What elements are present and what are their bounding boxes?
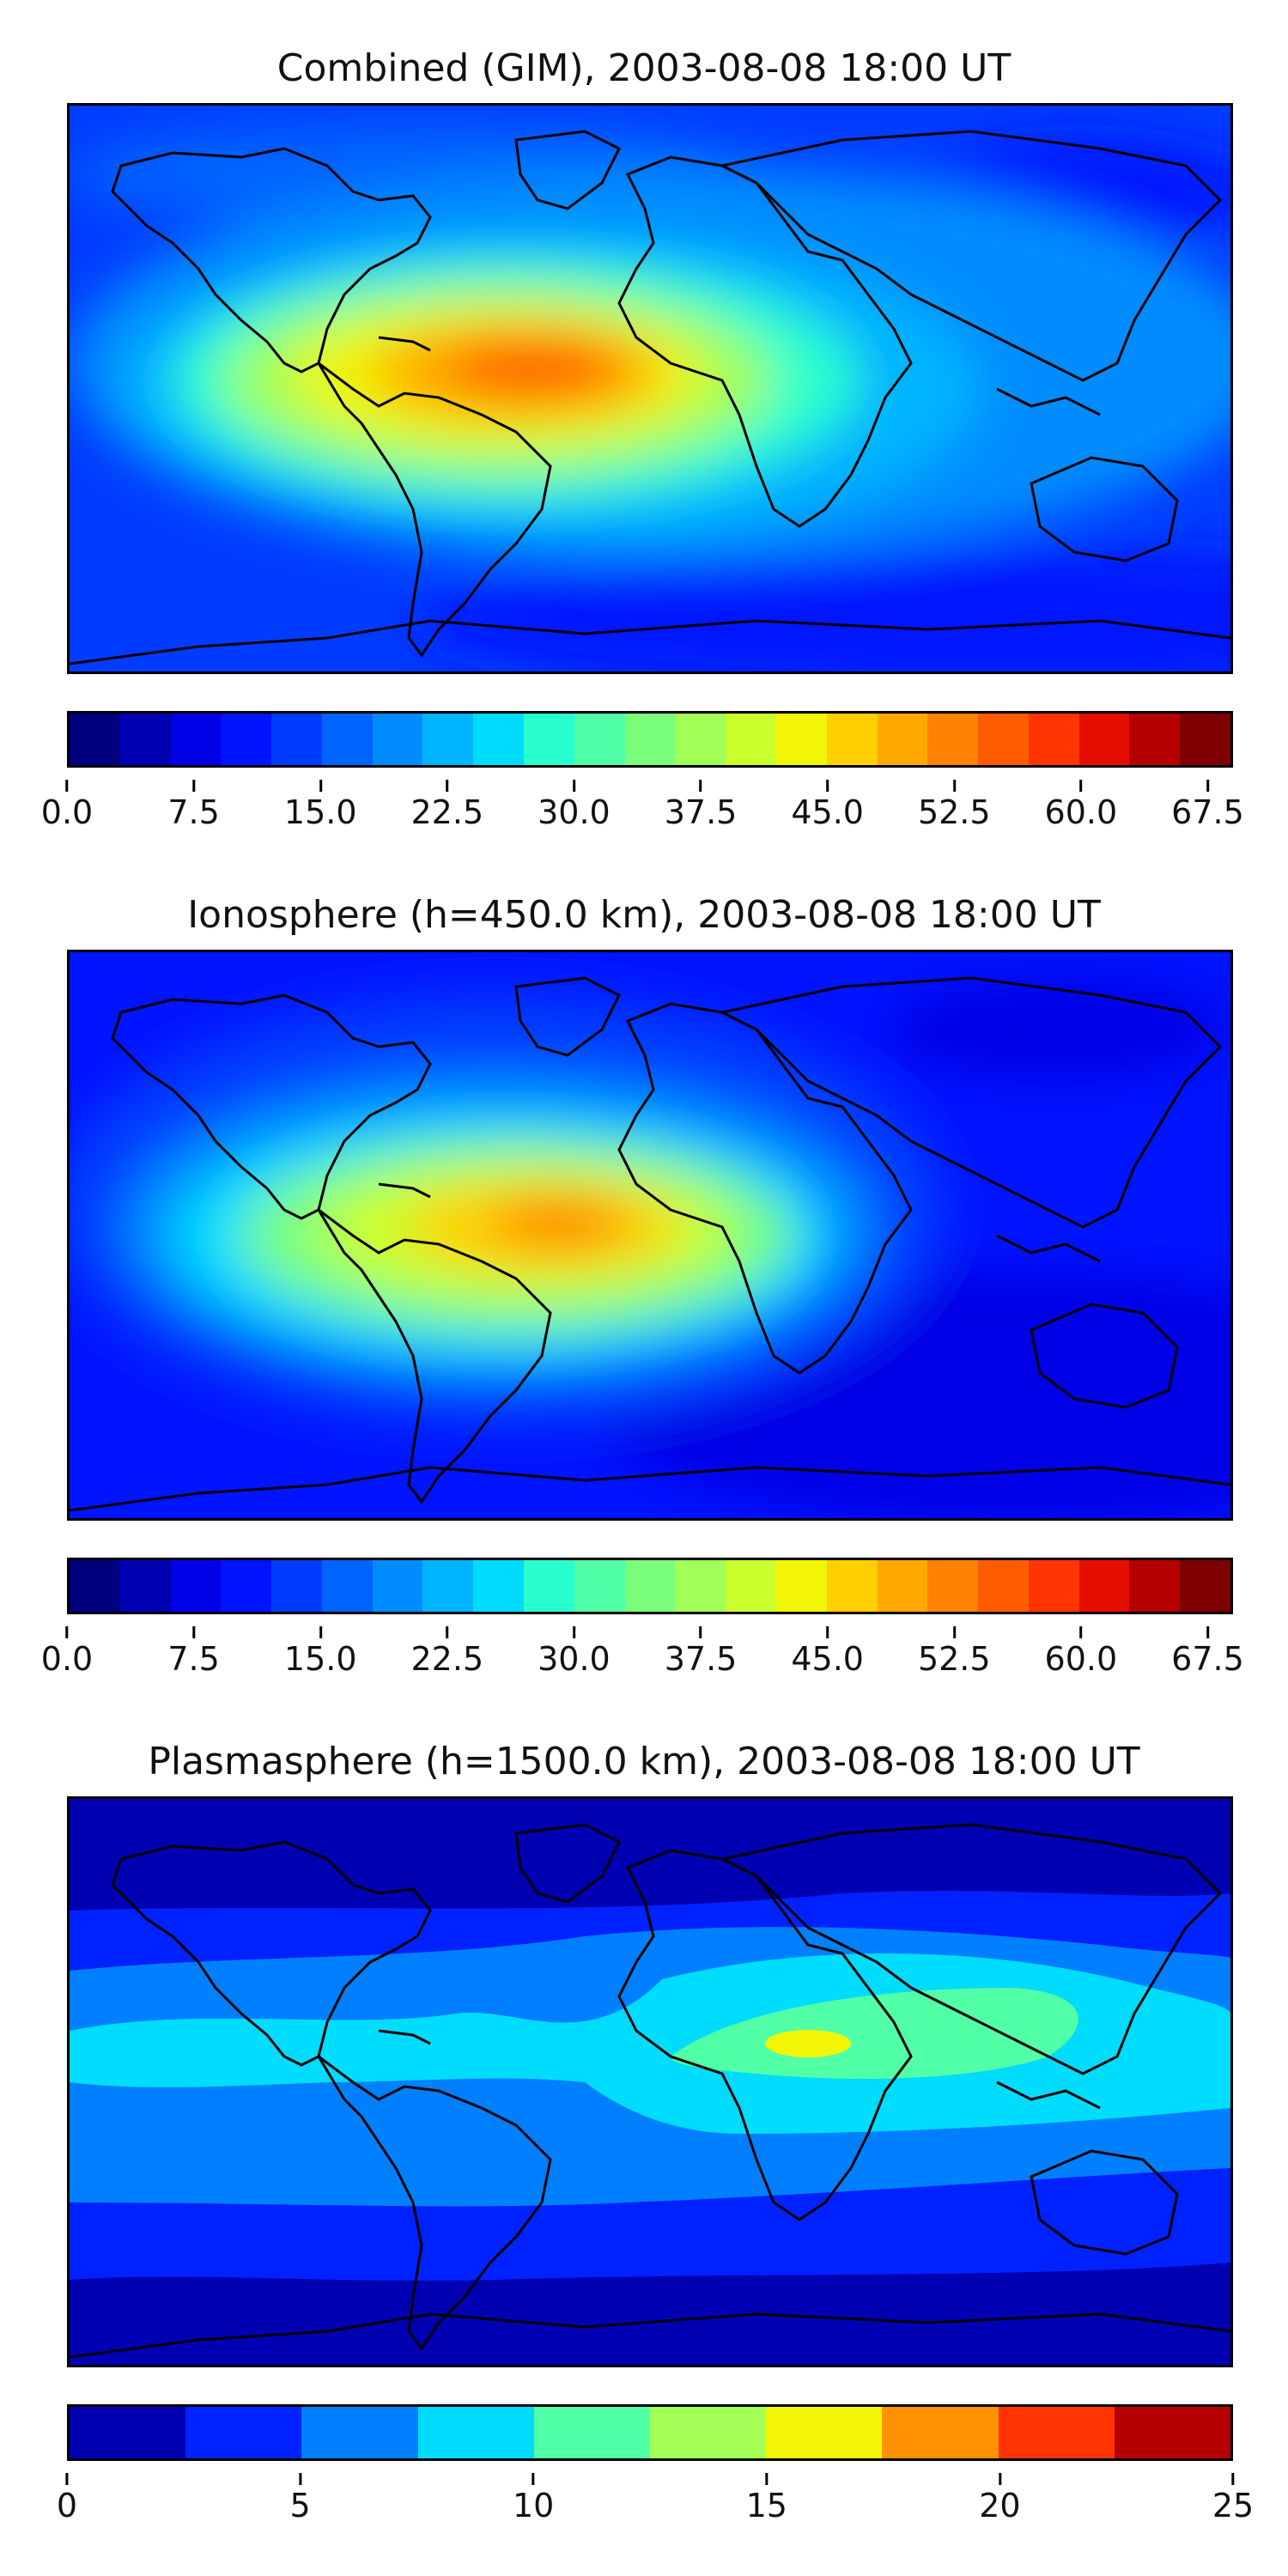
colorbar-tick-label: 22.5 bbox=[410, 793, 484, 831]
colorbar-tick-label: 15 bbox=[745, 2487, 787, 2524]
colorbar-segment bbox=[119, 1560, 171, 1612]
panel1-colorbar bbox=[67, 711, 1233, 768]
panel3-map bbox=[67, 1796, 1233, 2367]
colorbar-segment bbox=[70, 2407, 186, 2458]
colorbar-tick-label: 7.5 bbox=[167, 793, 220, 831]
colorbar-tick-label: 60.0 bbox=[1044, 793, 1118, 831]
colorbar-tick-label: 0.0 bbox=[40, 793, 94, 831]
colorbar-segment bbox=[271, 714, 322, 765]
colorbar-segment bbox=[766, 2407, 883, 2458]
panel3-title: Plasmasphere (h=1500.0 km), 2003-08-08 1… bbox=[148, 1740, 1140, 1783]
colorbar-segment bbox=[70, 1560, 120, 1612]
panel2-colorbar bbox=[67, 1558, 1233, 1614]
colorbar-segment bbox=[524, 714, 574, 765]
colorbar-segment bbox=[675, 1560, 726, 1612]
colorbar-segment bbox=[473, 714, 525, 765]
colorbar-segment bbox=[524, 1560, 574, 1612]
colorbar-segment bbox=[422, 714, 474, 765]
colorbar-tick-label: 5 bbox=[289, 2487, 311, 2524]
colorbar-segment bbox=[877, 714, 928, 765]
colorbar-segment bbox=[978, 714, 1029, 765]
colorbar-tick-label: 30.0 bbox=[538, 1640, 611, 1678]
colorbar-segment bbox=[998, 2407, 1115, 2458]
colorbar-tick-label: 15.0 bbox=[283, 793, 357, 831]
colorbar-tick-label: 52.5 bbox=[917, 793, 991, 831]
colorbar-segment bbox=[775, 714, 827, 765]
colorbar-segment bbox=[1078, 1560, 1130, 1612]
colorbar-segment bbox=[185, 2407, 302, 2458]
colorbar-segment bbox=[372, 1560, 423, 1612]
colorbar-tick-label: 25 bbox=[1212, 2487, 1255, 2524]
colorbar-tick-label: 52.5 bbox=[917, 1640, 991, 1678]
colorbar-segment bbox=[321, 714, 373, 765]
panel2-colorbar-ticks: 0.0 7.5 15.0 22.5 30.0 37.5 45.0 52.5 60.0 67.5 bbox=[41, 1640, 1244, 1692]
colorbar-tick-label: 67.5 bbox=[1171, 793, 1244, 831]
colorbar-tick-label: 30.0 bbox=[538, 793, 611, 831]
panel1-colorbar-ticks: 0.0 7.5 15.0 22.5 30.0 37.5 45.0 52.5 60.0 67.5 bbox=[41, 793, 1244, 845]
colorbar-segment bbox=[170, 714, 222, 765]
colorbar-segment bbox=[1129, 1560, 1181, 1612]
colorbar-segment bbox=[221, 1560, 272, 1612]
colorbar-tick-label: 22.5 bbox=[410, 1640, 484, 1678]
colorbar-segment bbox=[726, 1560, 776, 1612]
colorbar-tick-label: 45.0 bbox=[791, 793, 864, 831]
colorbar-segment bbox=[775, 1560, 827, 1612]
colorbar-segment bbox=[927, 714, 979, 765]
colorbar-segment bbox=[574, 714, 625, 765]
colorbar-segment bbox=[417, 2407, 534, 2458]
colorbar-segment bbox=[372, 714, 423, 765]
colorbar-segment bbox=[574, 1560, 625, 1612]
panel3-colorbar-ticks: 0 5 10 15 20 25 bbox=[57, 2487, 1254, 2538]
colorbar-segment bbox=[726, 714, 776, 765]
colorbar-segment bbox=[826, 1560, 878, 1612]
colorbar-segment bbox=[624, 1560, 676, 1612]
colorbar-segment bbox=[650, 2407, 767, 2458]
colorbar-segment bbox=[624, 714, 676, 765]
colorbar-segment bbox=[826, 714, 878, 765]
colorbar-segment bbox=[1114, 2407, 1230, 2458]
colorbar-segment bbox=[422, 1560, 474, 1612]
colorbar-segment bbox=[473, 1560, 525, 1612]
colorbar-segment bbox=[1028, 714, 1079, 765]
colorbar-tick-label: 37.5 bbox=[664, 793, 738, 831]
colorbar-segment bbox=[1078, 714, 1130, 765]
panel1-title: Combined (GIM), 2003-08-08 18:00 UT bbox=[276, 46, 1012, 90]
colorbar-tick-label: 0 bbox=[56, 2487, 78, 2524]
colorbar-segment bbox=[882, 2407, 999, 2458]
colorbar-segment bbox=[321, 1560, 373, 1612]
colorbar-tick-label: 10 bbox=[513, 2487, 555, 2524]
colorbar-segment bbox=[271, 1560, 322, 1612]
colorbar-tick-label: 0.0 bbox=[40, 1640, 94, 1678]
colorbar-segment bbox=[70, 714, 120, 765]
colorbar-tick-label: 45.0 bbox=[791, 1640, 864, 1678]
colorbar-tick-label: 67.5 bbox=[1171, 1640, 1244, 1678]
colorbar-segment bbox=[119, 714, 171, 765]
colorbar-segment bbox=[1129, 714, 1181, 765]
colorbar-segment bbox=[877, 1560, 928, 1612]
colorbar-segment bbox=[1028, 1560, 1079, 1612]
colorbar-tick-label: 37.5 bbox=[664, 1640, 738, 1678]
colorbar-segment bbox=[170, 1560, 222, 1612]
colorbar-tick-label: 60.0 bbox=[1044, 1640, 1118, 1678]
colorbar-segment bbox=[927, 1560, 979, 1612]
colorbar-segment bbox=[675, 714, 726, 765]
panel2-map bbox=[67, 950, 1233, 1521]
colorbar-segment bbox=[978, 1560, 1029, 1612]
colorbar-tick-label: 7.5 bbox=[167, 1640, 220, 1678]
colorbar-segment bbox=[221, 714, 272, 765]
panel1-map bbox=[67, 103, 1233, 674]
panel3-colorbar bbox=[67, 2404, 1233, 2461]
panel2-title: Ionosphere (h=450.0 km), 2003-08-08 18:0… bbox=[187, 893, 1101, 937]
colorbar-segment bbox=[301, 2407, 418, 2458]
colorbar-tick-label: 15.0 bbox=[283, 1640, 357, 1678]
colorbar-segment bbox=[1180, 714, 1230, 765]
colorbar-segment bbox=[1180, 1560, 1230, 1612]
colorbar-tick-label: 20 bbox=[979, 2487, 1021, 2524]
colorbar-segment bbox=[533, 2407, 651, 2458]
